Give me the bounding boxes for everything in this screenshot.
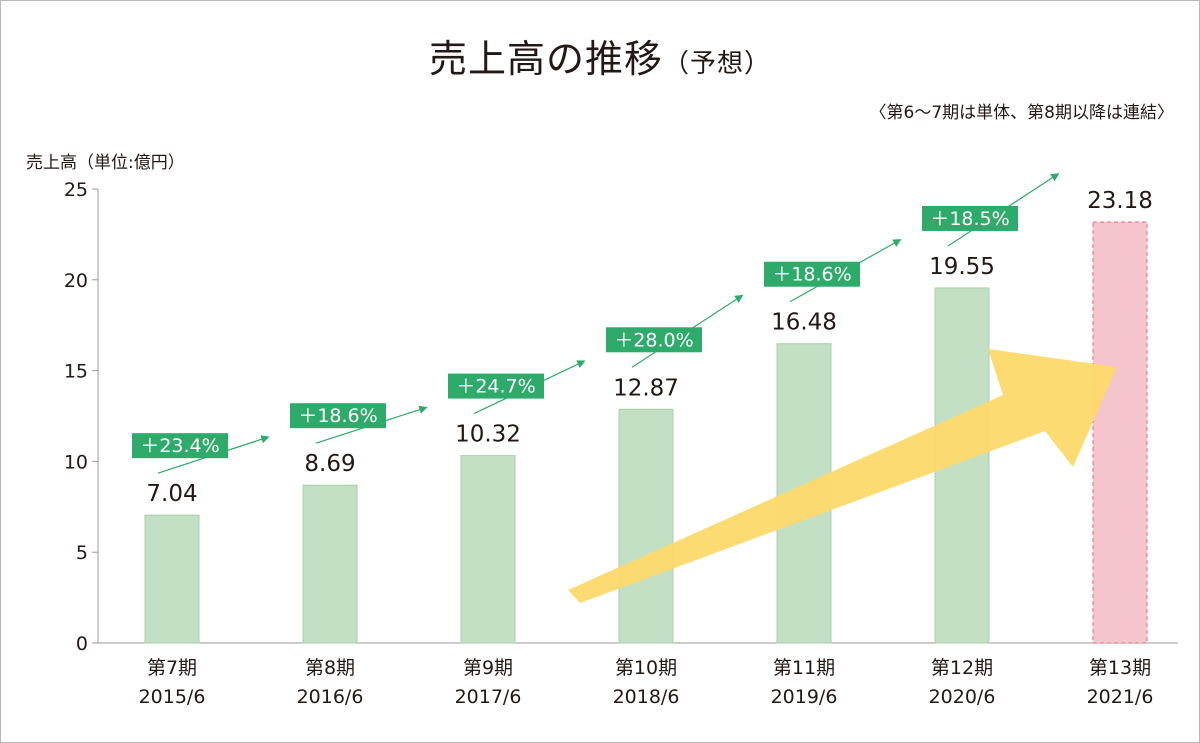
data-label: 16.48	[771, 310, 837, 336]
y-tick-label: 0	[76, 633, 88, 655]
x-tick-label-date: 2021/6	[1087, 686, 1154, 708]
chart-note: 〈第6〜7期は単体、第8期以降は連結〉	[869, 103, 1174, 123]
growth-badge	[606, 327, 702, 353]
data-label: 7.04	[146, 481, 197, 507]
y-tick-label: 15	[64, 361, 88, 383]
bar	[144, 514, 200, 644]
data-label: 8.69	[304, 451, 355, 477]
y-tick-label: 20	[64, 270, 88, 292]
y-tick-label: 25	[64, 179, 88, 201]
x-tick-label-period: 第7期	[147, 657, 197, 679]
x-tick-label-date: 2016/6	[297, 686, 364, 708]
y-axis-label: 売上高（単位:億円）	[26, 153, 185, 173]
x-tick-label-period: 第12期	[931, 657, 993, 679]
x-tick-label-period: 第9期	[463, 657, 513, 679]
data-label: 23.18	[1087, 188, 1153, 214]
x-tick-label-date: 2019/6	[771, 686, 838, 708]
growth-badge	[764, 261, 860, 287]
x-tick-label-date: 2018/6	[613, 686, 680, 708]
x-tick-label-period: 第13期	[1089, 657, 1151, 679]
growth-badge	[290, 403, 386, 429]
data-label: 10.32	[455, 422, 521, 448]
data-label: 12.87	[613, 375, 679, 401]
bar	[460, 455, 516, 644]
x-tick-label-period: 第10期	[615, 657, 677, 679]
x-tick-label-date: 2020/6	[929, 686, 996, 708]
growth-badge	[448, 373, 544, 399]
forecast-bar	[1092, 221, 1148, 644]
growth-badge-label: ＋28.0%	[614, 329, 693, 351]
chart-title-main: 売上高の推移	[428, 37, 663, 81]
growth-badge	[132, 433, 228, 459]
chart-title-suffix: （予想）	[663, 49, 772, 79]
growth-badge-label: ＋18.6%	[298, 405, 377, 427]
growth-badge	[922, 205, 1018, 231]
x-tick-label-period: 第8期	[305, 657, 355, 679]
bar	[302, 484, 358, 644]
growth-badge-label: ＋24.7%	[456, 376, 535, 398]
x-tick-label-date: 2017/6	[455, 686, 522, 708]
y-tick-label: 5	[76, 542, 88, 564]
chart-title: 売上高の推移（予想）	[0, 28, 1200, 83]
growth-badge-label: ＋23.4%	[140, 435, 219, 457]
data-label: 19.55	[929, 254, 995, 280]
growth-badge-label: ＋18.6%	[772, 264, 851, 286]
y-tick-label: 10	[64, 451, 88, 473]
trend-arrow	[568, 349, 1117, 603]
bar	[618, 408, 674, 644]
x-tick-label-date: 2015/6	[139, 686, 206, 708]
growth-badge-label: ＋18.5%	[930, 208, 1009, 230]
x-tick-label-period: 第11期	[773, 657, 835, 679]
